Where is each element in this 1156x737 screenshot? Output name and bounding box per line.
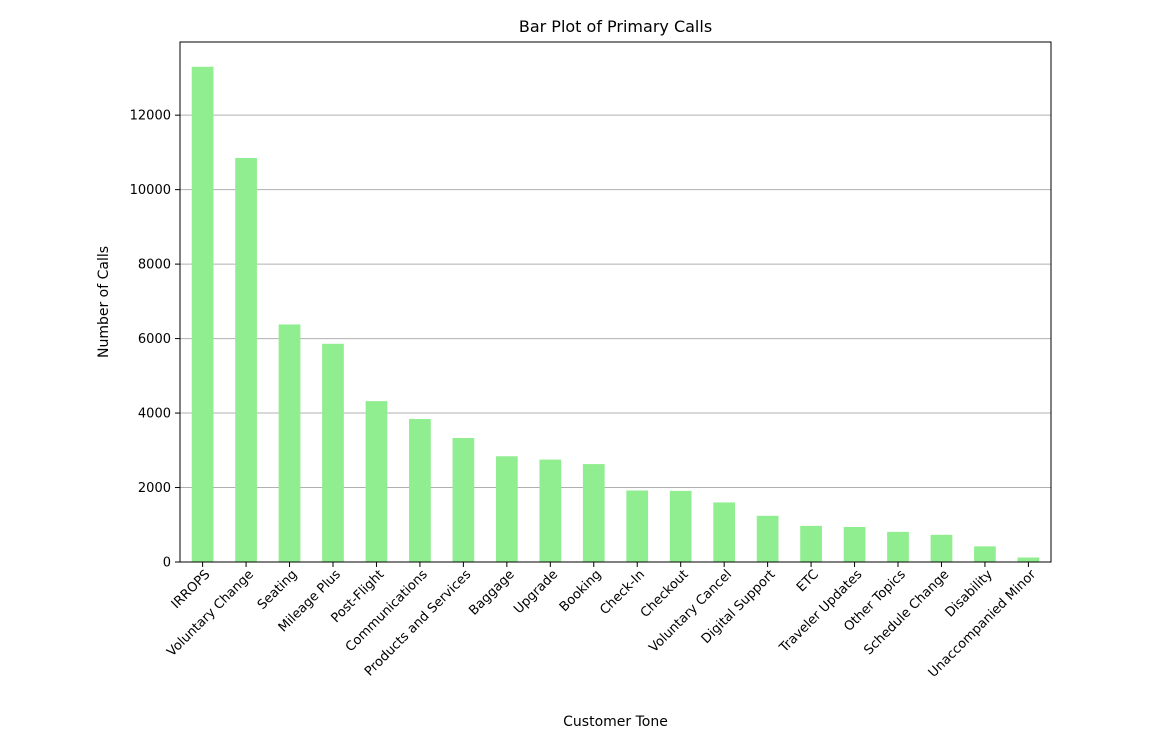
y-axis-ticks: 0 2000 4000 6000 8000 10000 12000 bbox=[130, 109, 180, 571]
bar-voluntary-change bbox=[235, 157, 257, 562]
bar-baggage bbox=[495, 456, 518, 562]
x-tick-label: IRROPS bbox=[169, 567, 214, 612]
bar-booking bbox=[582, 464, 605, 562]
bar-products-and-services bbox=[452, 438, 475, 562]
x-tick-label: Voluntary Cancel bbox=[646, 567, 735, 656]
bar-schedule-change bbox=[930, 534, 953, 562]
bar-unaccompanied-minor bbox=[1017, 557, 1040, 562]
bar-etc bbox=[800, 525, 822, 562]
bar-digital-support bbox=[756, 515, 779, 562]
bar-mileage-plus bbox=[322, 343, 344, 562]
x-tick-label: ETC bbox=[794, 567, 822, 595]
chart-title: Bar Plot of Primary Calls bbox=[519, 17, 712, 36]
y-tick-label: 8000 bbox=[138, 258, 171, 273]
bar-checkout bbox=[669, 490, 692, 562]
bar-communications bbox=[409, 419, 431, 562]
bar-seating bbox=[278, 324, 301, 562]
y-tick-label: 2000 bbox=[138, 481, 171, 496]
bar-post-flight bbox=[365, 401, 388, 562]
y-tick-label: 12000 bbox=[130, 109, 171, 124]
bar-irrops bbox=[191, 66, 214, 562]
gridlines bbox=[180, 114, 1051, 563]
x-tick-label: Upgrade bbox=[511, 567, 561, 617]
y-tick-label: 10000 bbox=[130, 183, 171, 198]
x-tick-label: Voluntary Change bbox=[164, 567, 257, 660]
x-tick-label: Communications bbox=[343, 567, 431, 655]
bar-voluntary-cancel bbox=[713, 502, 736, 562]
x-axis-label: Customer Tone bbox=[563, 714, 668, 730]
y-tick-label: 6000 bbox=[138, 332, 171, 347]
bar-upgrade bbox=[539, 459, 562, 562]
x-tick-label: Digital Support bbox=[699, 567, 779, 647]
x-tick-label: Traveler Updates bbox=[776, 567, 865, 656]
bar-check-in bbox=[626, 490, 649, 562]
bar-other-topics bbox=[887, 531, 909, 562]
bar-traveler-updates bbox=[843, 526, 866, 562]
x-tick-label: Baggage bbox=[466, 567, 517, 618]
y-tick-label: 4000 bbox=[138, 407, 171, 422]
plot-area-frame bbox=[179, 41, 1052, 563]
x-tick-label: Schedule Change bbox=[861, 567, 952, 658]
y-tick-label: 0 bbox=[163, 556, 171, 571]
y-axis-label: Number of Calls bbox=[96, 246, 112, 358]
bar-disability bbox=[974, 546, 996, 562]
bars bbox=[191, 66, 1040, 562]
